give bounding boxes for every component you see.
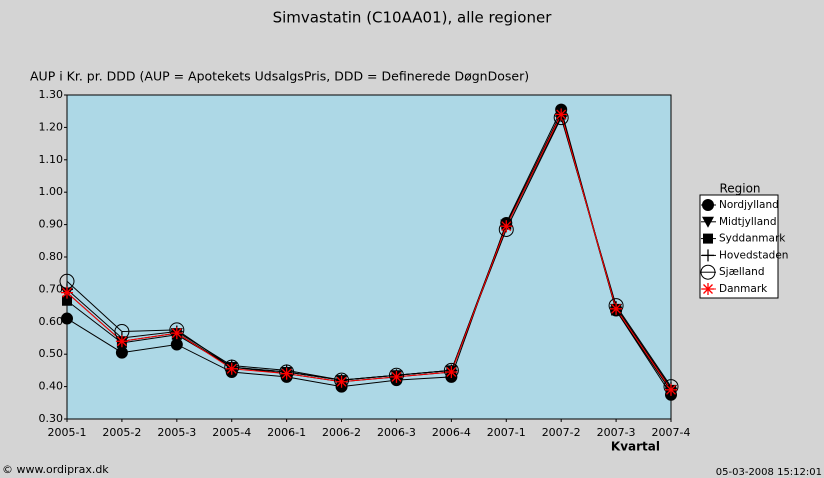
x-tick-label: 2007-2 xyxy=(542,426,581,439)
legend-symbol xyxy=(702,249,714,262)
marker-stroke xyxy=(226,363,237,374)
legend-label: Midtjylland xyxy=(719,216,776,228)
data-point xyxy=(62,295,72,306)
legend-label: Sjælland xyxy=(719,266,764,278)
series-line xyxy=(66,113,672,391)
legend-box xyxy=(699,194,779,299)
x-tick-label: 2007-3 xyxy=(597,426,636,439)
y-tick-label: 0.80 xyxy=(39,250,64,263)
data-point xyxy=(115,346,128,359)
x-tick-label: 2006-1 xyxy=(267,426,306,439)
data-point xyxy=(61,312,73,325)
legend-label: Danmark xyxy=(719,283,768,295)
x-tick-label: 2005-4 xyxy=(212,426,251,439)
marker-stroke xyxy=(501,221,512,232)
data-point xyxy=(610,302,623,315)
chart-title: Simvastatin (C10AA01), alle regioner xyxy=(273,9,553,27)
y-tick-label: 1.30 xyxy=(39,88,64,101)
marker-stroke xyxy=(556,109,567,120)
plot-area xyxy=(66,94,672,420)
data-point xyxy=(665,383,677,396)
x-axis-label: Kvartal xyxy=(611,440,660,454)
marker-stroke xyxy=(611,303,622,314)
legend-marker xyxy=(702,249,714,262)
series-line xyxy=(66,108,672,395)
x-tick-label: 2005-1 xyxy=(48,426,87,439)
timestamp: 05-03-2008 15:12:01 xyxy=(716,467,822,478)
data-point xyxy=(555,108,568,121)
data-point xyxy=(500,220,513,233)
y-tick-label: 1.10 xyxy=(39,153,64,166)
y-tick-label: 0.30 xyxy=(39,412,64,425)
data-point xyxy=(335,375,348,388)
y-tick-label: 0.90 xyxy=(39,218,64,231)
data-point xyxy=(225,362,238,375)
legend-label: Nordjylland xyxy=(719,199,779,211)
marker-stroke xyxy=(116,336,127,347)
y-axis-label: AUP i Kr. pr. DDD (AUP = Apotekets Udsal… xyxy=(30,69,529,84)
legend-label: Hovedstaden xyxy=(719,249,788,261)
x-tick-label: 2007-4 xyxy=(652,426,691,439)
legend-symbol xyxy=(702,283,714,295)
marker-stroke xyxy=(281,368,292,379)
marker-stroke xyxy=(666,384,676,395)
data-point xyxy=(115,335,128,348)
y-tick-label: 0.70 xyxy=(39,282,64,295)
legend-marker xyxy=(702,199,714,211)
y-tick-label: 1.20 xyxy=(39,120,64,133)
data-point xyxy=(170,327,183,340)
x-tick-label: 2006-2 xyxy=(322,426,361,439)
legend-symbol xyxy=(702,199,714,211)
x-tick-label: 2006-3 xyxy=(377,426,416,439)
series-line xyxy=(66,116,672,387)
source: © www.ordiprax.dk xyxy=(2,463,109,476)
x-tick-label: 2005-2 xyxy=(102,426,141,439)
y-tick-label: 0.60 xyxy=(39,315,64,328)
y-tick-label: 0.50 xyxy=(39,347,64,360)
legend-symbol xyxy=(703,233,713,244)
marker-stroke xyxy=(703,284,713,294)
data-point xyxy=(61,286,73,299)
x-tick-label: 2007-1 xyxy=(487,426,526,439)
legend-marker xyxy=(702,283,714,295)
legend-title: Region xyxy=(719,182,760,196)
marker-stroke xyxy=(391,371,402,382)
legend-marker xyxy=(700,264,716,280)
legend-label: Syddanmark xyxy=(719,233,786,245)
data-point xyxy=(390,370,403,383)
marker-stroke xyxy=(171,328,182,339)
y-tick-label: 1.00 xyxy=(39,185,64,198)
legend-symbol xyxy=(702,216,714,228)
legend-marker xyxy=(703,233,713,244)
legend-marker xyxy=(702,216,714,228)
legend-symbol xyxy=(700,264,716,280)
data-point xyxy=(170,338,183,351)
marker-stroke xyxy=(62,287,72,298)
data-point xyxy=(280,367,293,380)
marker-stroke xyxy=(336,376,347,387)
data-point xyxy=(445,366,458,379)
y-tick-label: 0.40 xyxy=(39,380,64,393)
marker-stroke xyxy=(446,367,457,377)
x-tick-label: 2006-4 xyxy=(432,426,471,439)
x-tick-label: 2005-3 xyxy=(157,426,196,439)
